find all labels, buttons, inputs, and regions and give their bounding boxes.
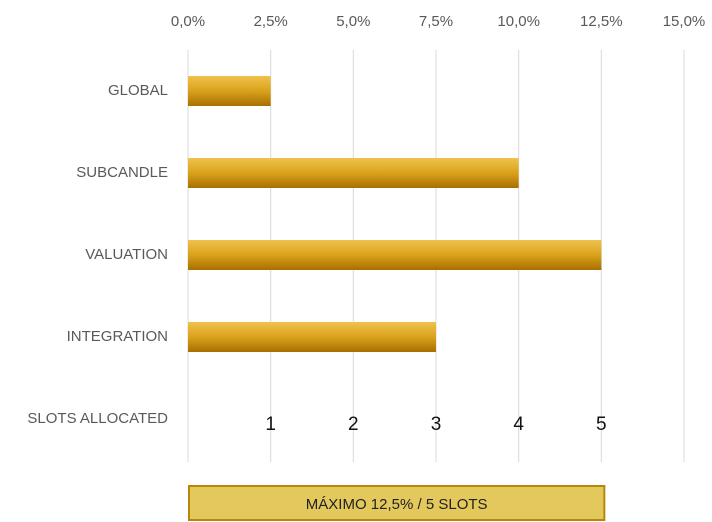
x-tick-label: 0,0% [171,13,205,30]
category-label: INTEGRATION [67,328,168,345]
category-label: VALUATION [85,246,168,263]
annotation-text: MÁXIMO 12,5% / 5 SLOTS [306,496,488,513]
slot-label: 5 [596,414,607,435]
x-tick-label: 2,5% [254,13,288,30]
x-tick-label: 10,0% [497,13,540,30]
slot-label: 1 [265,414,276,435]
slot-label: 2 [348,414,359,435]
annotation-box [188,485,606,521]
x-tick-label: 12,5% [580,13,623,30]
category-label: SUBCANDLE [76,164,168,181]
slot-label: 3 [431,414,442,435]
category-label: GLOBAL [108,82,168,99]
x-tick-label: 7,5% [419,13,453,30]
bar [188,76,271,106]
bar [188,322,436,352]
slot-label: 4 [513,414,524,435]
bar [188,240,602,270]
x-tick-label: 5,0% [336,13,370,30]
bar [188,158,519,188]
slot-row-label: SLOTS ALLOCATED [27,410,168,427]
x-tick-label: 15,0% [663,13,706,30]
